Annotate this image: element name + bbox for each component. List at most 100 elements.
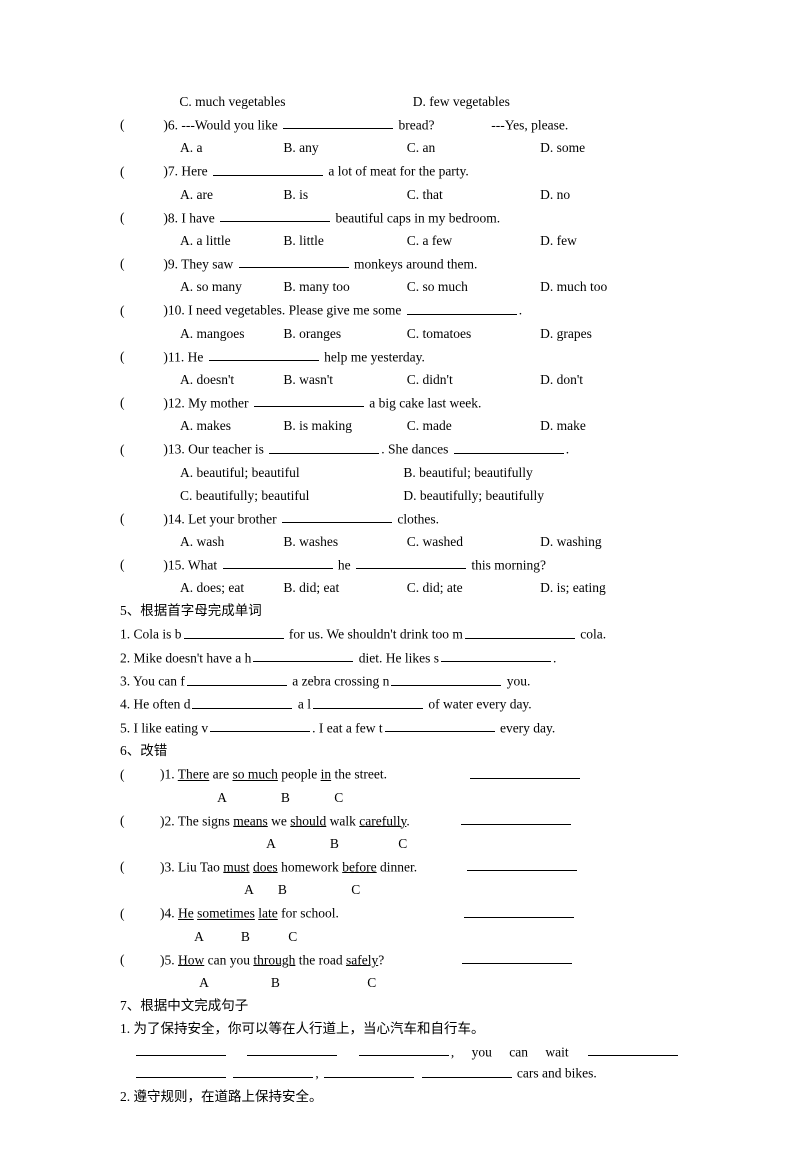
opt-a[interactable]: A. does; eat — [180, 578, 280, 599]
opt-c[interactable]: C. washed — [407, 532, 537, 553]
opt-b[interactable]: B. oranges — [283, 324, 403, 345]
opt-d[interactable]: D. beautifully; beautifully — [403, 486, 544, 507]
answer-paren[interactable]: ( — [120, 208, 160, 229]
opt-d[interactable]: D. few — [540, 231, 577, 252]
blank[interactable] — [253, 648, 353, 663]
opt-a[interactable]: A. so many — [180, 277, 280, 298]
opt-c[interactable]: C. made — [407, 416, 537, 437]
blank[interactable] — [385, 718, 495, 733]
opt-a[interactable]: A. are — [180, 185, 280, 206]
blank[interactable] — [407, 300, 517, 315]
opt-b[interactable]: B. is making — [283, 416, 403, 437]
blank[interactable] — [247, 1042, 337, 1057]
answer-paren[interactable]: ( — [120, 765, 160, 786]
s5-4: 4. He often d a l of water every day. — [120, 694, 680, 715]
opt-c[interactable]: C. didn't — [407, 370, 537, 391]
blank[interactable] — [465, 624, 575, 639]
blank[interactable] — [136, 1042, 226, 1057]
blank[interactable] — [422, 1063, 512, 1078]
blank[interactable] — [136, 1063, 226, 1078]
blank[interactable] — [356, 555, 466, 570]
correction-blank[interactable] — [462, 950, 572, 965]
answer-paren[interactable]: ( — [120, 509, 160, 530]
blank[interactable] — [233, 1063, 313, 1078]
blank[interactable] — [192, 694, 292, 709]
answer-paren[interactable]: ( — [120, 555, 160, 576]
opt-a[interactable]: A. wash — [180, 532, 280, 553]
opt-c[interactable]: C. an — [407, 138, 537, 159]
answer-paren[interactable]: ( — [120, 440, 160, 461]
answer-paren[interactable]: ( — [120, 393, 160, 414]
opt-d[interactable]: D. don't — [540, 370, 583, 391]
blank[interactable] — [269, 439, 379, 454]
blank[interactable] — [209, 347, 319, 362]
correction-blank[interactable] — [461, 811, 571, 826]
opt-d[interactable]: D. make — [540, 416, 586, 437]
blank[interactable] — [283, 115, 393, 130]
opt-d[interactable]: D. grapes — [540, 324, 592, 345]
opt-a[interactable]: A. mangoes — [180, 324, 280, 345]
answer-paren[interactable]: ( — [120, 254, 160, 275]
opt-b[interactable]: B. many too — [283, 277, 403, 298]
text: monkeys around them. — [351, 256, 478, 271]
blank[interactable] — [184, 624, 284, 639]
opt-c[interactable]: C. tomatoes — [407, 324, 537, 345]
blank[interactable] — [220, 208, 330, 223]
answer-paren[interactable]: ( — [120, 857, 160, 878]
opt-d[interactable]: D. much too — [540, 277, 607, 298]
opt-d[interactable]: D. some — [540, 138, 585, 159]
answer-paren[interactable]: ( — [120, 904, 160, 925]
blank[interactable] — [239, 254, 349, 269]
opt-c[interactable]: C. beautifully; beautiful — [180, 486, 400, 507]
text: cola. — [577, 627, 606, 642]
opt-b[interactable]: B. beautiful; beautifully — [403, 463, 532, 484]
opt-b[interactable]: B. is — [283, 185, 403, 206]
blank[interactable] — [282, 509, 392, 524]
opt-c[interactable]: C. a few — [407, 231, 537, 252]
blank[interactable] — [187, 671, 287, 686]
opt-a[interactable]: A. makes — [180, 416, 280, 437]
opt-a[interactable]: A. doesn't — [180, 370, 280, 391]
blank[interactable] — [324, 1063, 414, 1078]
opt-b[interactable]: B. little — [283, 231, 403, 252]
correction-blank[interactable] — [464, 903, 574, 918]
underline-b: sometimes — [197, 906, 255, 921]
opt-c[interactable]: C. that — [407, 185, 537, 206]
blank[interactable] — [313, 694, 423, 709]
answer-paren[interactable]: ( — [120, 162, 160, 183]
opt-d[interactable]: D. washing — [540, 532, 602, 553]
opt-d[interactable]: D. no — [540, 185, 570, 206]
text: we — [268, 813, 291, 828]
answer-paren[interactable]: ( — [120, 301, 160, 322]
opt-a[interactable]: A. a — [180, 138, 280, 159]
underline-b: so much — [232, 767, 277, 782]
answer-paren[interactable]: ( — [120, 950, 160, 971]
opt-b[interactable]: B. washes — [283, 532, 403, 553]
underline-a: How — [178, 952, 204, 967]
answer-paren[interactable]: ( — [120, 115, 160, 136]
q10-opts: A. mangoes B. oranges C. tomatoes D. gra… — [120, 324, 680, 345]
underline-b: should — [290, 813, 326, 828]
correction-blank[interactable] — [470, 764, 580, 779]
opt-b[interactable]: B. any — [283, 138, 403, 159]
blank[interactable] — [588, 1042, 678, 1057]
blank[interactable] — [454, 439, 564, 454]
blank[interactable] — [359, 1042, 449, 1057]
opt-a[interactable]: A. beautiful; beautiful — [180, 463, 400, 484]
opt-b[interactable]: B. did; eat — [283, 578, 403, 599]
correction-blank[interactable] — [467, 857, 577, 872]
answer-paren[interactable]: ( — [120, 347, 160, 368]
opt-c[interactable]: C. so much — [407, 277, 537, 298]
opt-b[interactable]: B. wasn't — [283, 370, 403, 391]
blank[interactable] — [441, 648, 551, 663]
opt-a[interactable]: A. a little — [180, 231, 280, 252]
text: . — [553, 650, 556, 665]
answer-paren[interactable]: ( — [120, 811, 160, 832]
blank[interactable] — [210, 718, 310, 733]
blank[interactable] — [213, 161, 323, 176]
opt-d[interactable]: D. is; eating — [540, 578, 606, 599]
blank[interactable] — [391, 671, 501, 686]
blank[interactable] — [223, 555, 333, 570]
opt-c[interactable]: C. did; ate — [407, 578, 537, 599]
blank[interactable] — [254, 393, 364, 408]
